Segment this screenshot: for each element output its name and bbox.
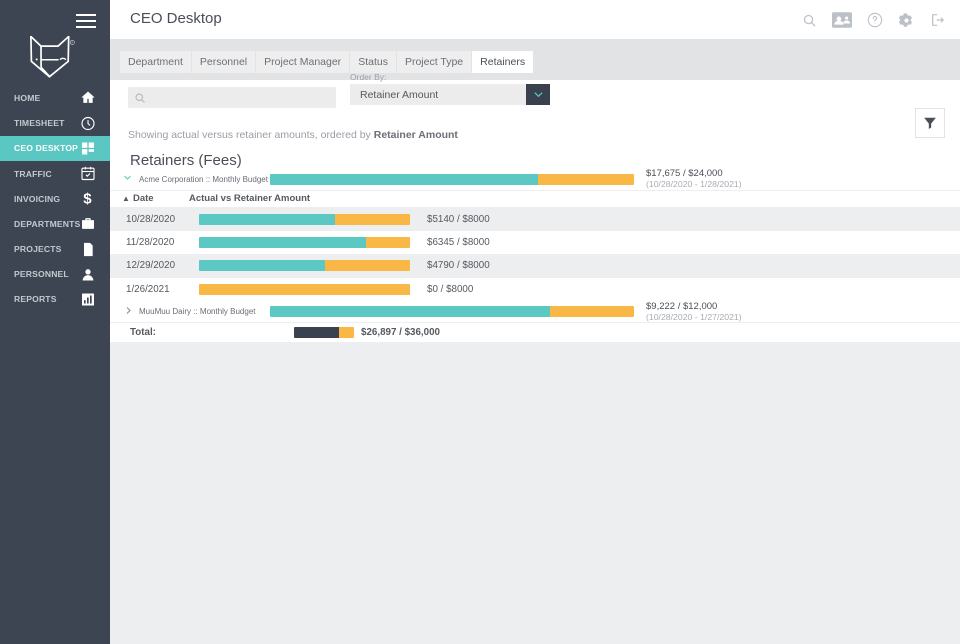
svg-text:R: R	[71, 42, 73, 45]
